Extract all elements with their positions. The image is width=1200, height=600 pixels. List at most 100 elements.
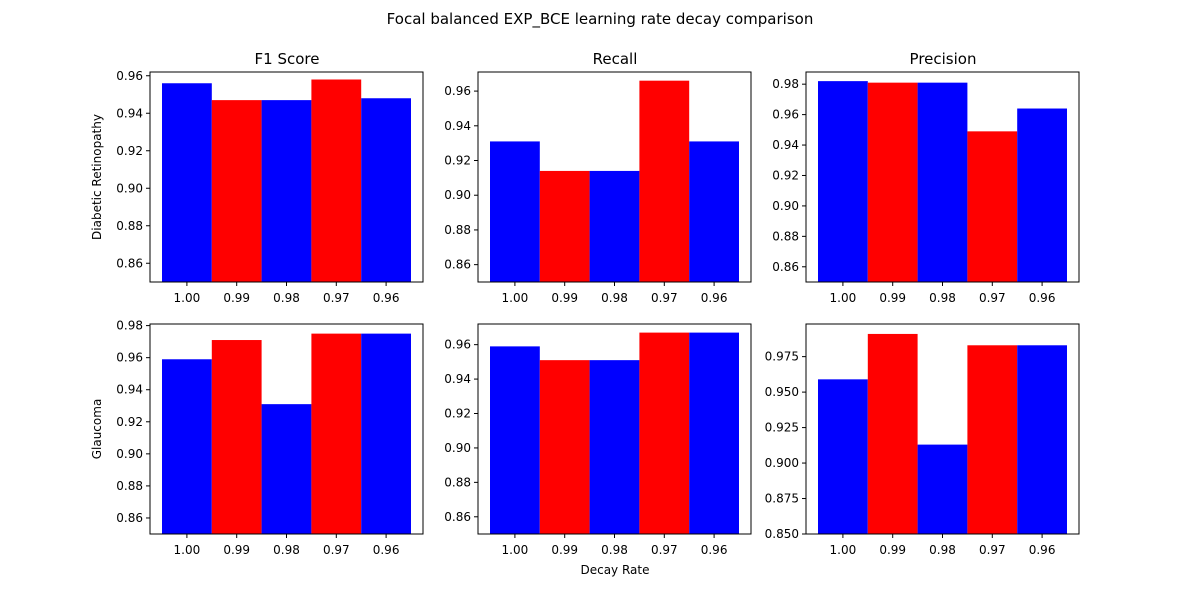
- bar-0.97: [311, 333, 362, 534]
- x-axis-label: Decay Rate: [580, 563, 649, 577]
- bar-0.96: [689, 141, 739, 282]
- y-tick-label: 0.98: [116, 319, 143, 333]
- x-tick-label: 1.00: [502, 543, 529, 557]
- y-tick-label: 0.94: [772, 138, 799, 152]
- x-tick-label: 0.98: [929, 291, 956, 305]
- bar-1.00: [818, 379, 868, 534]
- bar-0.97: [967, 345, 1018, 534]
- x-tick-label: 0.99: [879, 543, 906, 557]
- x-tick-label: 1.00: [174, 543, 201, 557]
- x-tick-label: 0.97: [979, 291, 1006, 305]
- x-tick-label: 0.97: [979, 543, 1006, 557]
- y-tick-label: 0.88: [444, 223, 471, 237]
- bar-0.98: [589, 170, 640, 282]
- row-label-glaucoma: Glaucoma: [90, 399, 104, 460]
- panel-0-0: 1.00 0.99 0.98 0.97 0.96 0.86 0.88 0.90 0.92 0.94…: [116, 69, 424, 305]
- y-tick-label: 0.900: [765, 456, 799, 470]
- bar-1.00: [490, 141, 540, 282]
- bar-0.97: [311, 79, 362, 282]
- y-tick-label: 0.94: [116, 106, 143, 120]
- x-tick-label: 0.98: [601, 291, 628, 305]
- bar-0.98: [261, 404, 312, 534]
- bar-0.97: [967, 131, 1018, 282]
- x-tick-label: 0.97: [323, 291, 350, 305]
- y-tick-label: 0.94: [116, 383, 143, 397]
- y-tick-label: 0.86: [116, 256, 143, 270]
- x-tick-label: 0.96: [373, 291, 400, 305]
- y-tick-label: 0.98: [772, 77, 799, 91]
- y-tick-label: 0.96: [444, 338, 471, 352]
- figure-title: Focal balanced EXP_BCE learning rate dec…: [387, 10, 814, 29]
- y-tick-label: 0.88: [116, 219, 143, 233]
- panel-1-1: 1.00 0.99 0.98 0.97 0.96 0.86 0.88 0.90 0.92 0.94…: [444, 323, 752, 557]
- x-tick-label: 1.00: [502, 291, 529, 305]
- bar-1.00: [490, 346, 540, 534]
- x-tick-label: 0.96: [373, 543, 400, 557]
- x-tick-label: 0.98: [273, 543, 300, 557]
- column-title-recall: Recall: [593, 50, 638, 68]
- y-tick-label: 0.92: [116, 415, 143, 429]
- x-tick-label: 0.99: [223, 543, 250, 557]
- bar-0.99: [539, 360, 590, 534]
- y-tick-label: 0.92: [772, 168, 799, 182]
- bar-1.00: [818, 81, 868, 282]
- bar-0.99: [539, 170, 590, 282]
- panel-1-2: 1.00 0.99 0.98 0.97 0.96 0.850 0.875 0.900 0.925…: [765, 323, 1080, 557]
- y-tick-label: 0.94: [444, 119, 471, 133]
- y-tick-label: 0.90: [772, 199, 799, 213]
- bar-1.00: [162, 83, 212, 282]
- column-title-precision: Precision: [910, 50, 977, 68]
- bar-0.96: [1017, 345, 1067, 534]
- bar-0.97: [639, 332, 690, 534]
- x-tick-label: 0.98: [929, 543, 956, 557]
- column-title-f1-score: F1 Score: [255, 50, 320, 68]
- y-tick-label: 0.86: [444, 258, 471, 272]
- y-tick-label: 0.88: [116, 479, 143, 493]
- y-tick-label: 0.92: [116, 144, 143, 158]
- y-tick-label: 0.875: [765, 492, 799, 506]
- y-tick-label: 0.975: [765, 350, 799, 364]
- x-tick-label: 0.96: [701, 291, 728, 305]
- x-tick-label: 0.97: [651, 543, 678, 557]
- bar-0.98: [917, 82, 968, 282]
- y-tick-label: 0.92: [444, 407, 471, 421]
- bar-0.98: [589, 360, 640, 534]
- y-tick-label: 0.96: [772, 108, 799, 122]
- y-tick-label: 0.86: [116, 511, 143, 525]
- bar-0.99: [867, 333, 918, 534]
- bar-0.96: [361, 333, 411, 534]
- x-tick-label: 0.96: [1029, 291, 1056, 305]
- y-tick-label: 0.92: [444, 154, 471, 168]
- x-tick-label: 0.99: [879, 291, 906, 305]
- x-tick-label: 0.98: [273, 291, 300, 305]
- x-tick-label: 0.99: [223, 291, 250, 305]
- x-tick-label: 1.00: [174, 291, 201, 305]
- panel-0-2: 1.00 0.99 0.98 0.97 0.96 0.86 0.88 0.90 0.92 0.94…: [772, 71, 1080, 305]
- panel-0-1: 1.00 0.99 0.98 0.97 0.96 0.86 0.88 0.90 0.92 0.94…: [444, 71, 752, 305]
- y-tick-label: 0.850: [765, 527, 799, 541]
- bar-0.97: [639, 80, 690, 282]
- subplot-grid: 1.00 0.99 0.98 0.97 0.96 0.86 0.88 0.90 0.92 0.94…: [116, 69, 1080, 557]
- bar-0.99: [211, 340, 262, 534]
- y-tick-label: 0.96: [116, 351, 143, 365]
- bar-0.96: [361, 98, 411, 282]
- x-tick-label: 0.97: [651, 291, 678, 305]
- x-tick-label: 1.00: [830, 543, 857, 557]
- y-tick-label: 0.88: [772, 229, 799, 243]
- x-tick-label: 0.96: [701, 543, 728, 557]
- bar-0.96: [689, 332, 739, 534]
- bar-1.00: [162, 359, 212, 534]
- y-tick-label: 0.96: [444, 84, 471, 98]
- x-tick-label: 0.98: [601, 543, 628, 557]
- bar-0.99: [211, 100, 262, 282]
- x-tick-label: 0.97: [323, 543, 350, 557]
- bar-0.96: [1017, 108, 1067, 283]
- y-tick-label: 0.925: [765, 421, 799, 435]
- x-tick-label: 0.96: [1029, 543, 1056, 557]
- y-tick-label: 0.90: [444, 441, 471, 455]
- y-tick-label: 0.86: [444, 510, 471, 524]
- bar-0.99: [867, 82, 918, 282]
- y-tick-label: 0.950: [765, 385, 799, 399]
- row-label-diabetic-retinopathy: Diabetic Retinopathy: [90, 114, 104, 240]
- bar-0.98: [917, 444, 968, 534]
